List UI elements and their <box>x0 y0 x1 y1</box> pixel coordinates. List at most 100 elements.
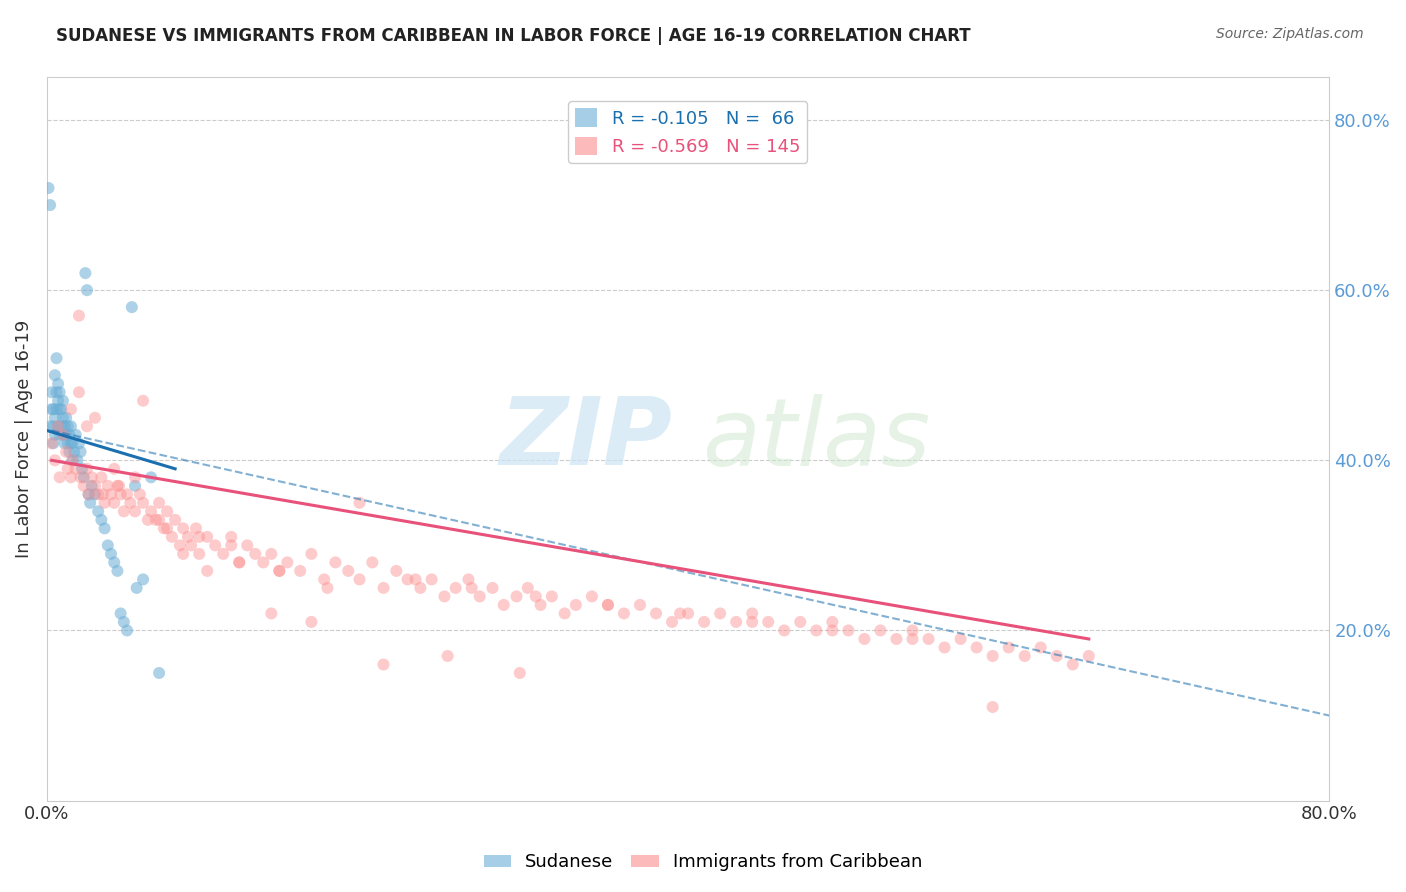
Text: SUDANESE VS IMMIGRANTS FROM CARIBBEAN IN LABOR FORCE | AGE 16-19 CORRELATION CHA: SUDANESE VS IMMIGRANTS FROM CARIBBEAN IN… <box>56 27 972 45</box>
Point <box>325 555 347 569</box>
Point <box>136 513 159 527</box>
Point <box>48 427 70 442</box>
Text: Source: ZipAtlas.com: Source: ZipAtlas.com <box>1216 27 1364 41</box>
Point <box>934 640 956 655</box>
Point <box>45 351 67 366</box>
Point <box>108 479 131 493</box>
Point <box>39 198 62 212</box>
Point <box>121 300 143 314</box>
Point <box>110 487 132 501</box>
Point <box>120 496 142 510</box>
Point <box>669 607 692 621</box>
Point <box>44 410 66 425</box>
Point <box>1077 648 1099 663</box>
Point <box>46 419 69 434</box>
Point <box>46 419 69 434</box>
Point <box>76 283 98 297</box>
Point <box>56 419 79 434</box>
Point <box>39 419 62 434</box>
Point <box>949 632 972 646</box>
Point <box>316 581 339 595</box>
Point <box>73 470 96 484</box>
Text: ZIP: ZIP <box>499 393 672 485</box>
Point <box>53 419 76 434</box>
Point <box>160 530 183 544</box>
Point <box>59 419 82 434</box>
Point <box>80 479 103 493</box>
Point <box>48 402 70 417</box>
Point <box>97 538 120 552</box>
Point <box>509 665 531 680</box>
Point <box>529 598 551 612</box>
Point <box>661 615 683 629</box>
Point <box>554 607 576 621</box>
Point <box>70 462 93 476</box>
Point <box>212 547 235 561</box>
Point <box>1014 648 1036 663</box>
Point <box>373 581 395 595</box>
Point <box>67 309 90 323</box>
Point <box>80 470 103 484</box>
Point <box>276 555 298 569</box>
Point <box>789 615 811 629</box>
Point <box>409 581 432 595</box>
Point <box>46 376 69 391</box>
Point <box>73 479 96 493</box>
Point <box>204 538 226 552</box>
Point <box>139 504 162 518</box>
Point <box>145 513 167 527</box>
Point <box>48 470 70 484</box>
Point <box>45 385 67 400</box>
Point <box>314 573 336 587</box>
Point <box>228 555 250 569</box>
Point <box>180 538 202 552</box>
Point <box>51 419 73 434</box>
Point <box>79 496 101 510</box>
Point <box>84 410 107 425</box>
Point <box>172 547 194 561</box>
Point <box>252 555 274 569</box>
Point <box>195 564 218 578</box>
Point <box>132 496 155 510</box>
Point <box>93 521 115 535</box>
Point <box>67 436 90 450</box>
Point <box>148 665 170 680</box>
Point <box>565 598 588 612</box>
Point <box>59 436 82 450</box>
Point <box>269 564 291 578</box>
Point <box>219 530 242 544</box>
Point <box>169 538 191 552</box>
Point <box>837 624 859 638</box>
Point <box>153 521 176 535</box>
Point <box>107 564 129 578</box>
Point <box>112 504 135 518</box>
Point <box>460 581 482 595</box>
Point <box>981 700 1004 714</box>
Point <box>42 419 65 434</box>
Point <box>52 410 75 425</box>
Point <box>260 607 283 621</box>
Point <box>97 479 120 493</box>
Point <box>41 402 63 417</box>
Point <box>115 487 138 501</box>
Point <box>56 462 79 476</box>
Point <box>260 547 283 561</box>
Point <box>37 181 59 195</box>
Point <box>966 640 988 655</box>
Point <box>349 573 371 587</box>
Point <box>41 436 63 450</box>
Point <box>59 402 82 417</box>
Point <box>177 530 200 544</box>
Y-axis label: In Labor Force | Age 16-19: In Labor Force | Age 16-19 <box>15 320 32 558</box>
Point <box>112 615 135 629</box>
Point <box>228 555 250 569</box>
Point <box>725 615 748 629</box>
Point <box>63 444 86 458</box>
Point <box>901 632 924 646</box>
Point <box>188 530 211 544</box>
Point <box>349 496 371 510</box>
Point <box>195 530 218 544</box>
Point <box>596 598 619 612</box>
Point <box>42 436 65 450</box>
Point <box>156 521 179 535</box>
